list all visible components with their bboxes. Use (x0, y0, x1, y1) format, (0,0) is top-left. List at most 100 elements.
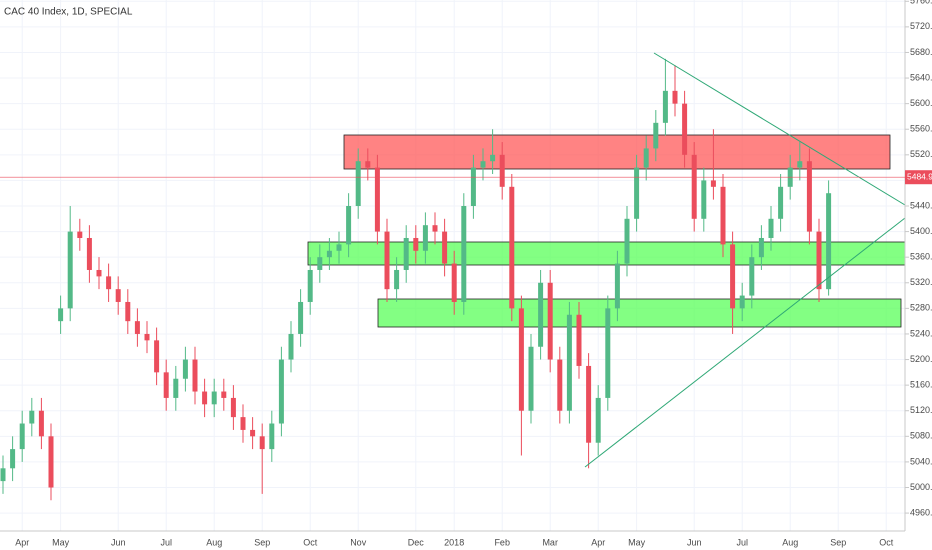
candle-body (701, 180, 707, 219)
candle-body (490, 154, 496, 162)
candle-body (682, 103, 688, 155)
x-tick-label: May (628, 537, 646, 547)
grid (0, 0, 905, 531)
candle-body (576, 314, 582, 366)
candle-body (38, 410, 44, 437)
candle-body (442, 231, 448, 264)
x-tick-label: Dec (408, 537, 425, 547)
candle-body (134, 321, 140, 334)
y-tick-label: 5640.00 (910, 72, 932, 82)
candle-body (0, 468, 6, 482)
x-tick-label: Aug (206, 537, 222, 547)
y-tick-label: 5200.00 (910, 354, 932, 364)
y-tick-label: 5720.00 (910, 21, 932, 31)
y-tick-label: 5040.00 (910, 456, 932, 466)
candle-body (586, 365, 592, 443)
candle-body (653, 122, 659, 149)
trend-line (653, 52, 906, 206)
candle-body (710, 180, 716, 187)
x-tick-label: Sep (830, 537, 846, 547)
candle-body (605, 308, 611, 398)
candle-body (77, 231, 83, 238)
candle-body (432, 225, 438, 232)
candle-body (202, 391, 208, 405)
candle-body (778, 186, 784, 219)
candle-body (144, 333, 150, 341)
candle-body (269, 423, 275, 450)
candle-body (739, 295, 745, 309)
x-tick-label: Jul (160, 537, 172, 547)
candle-body (566, 314, 572, 411)
x-tick-label: Jun (687, 537, 702, 547)
candle-body (691, 154, 697, 219)
candle-body (557, 359, 563, 411)
candle-body (192, 359, 198, 392)
candle-body (461, 206, 467, 302)
y-tick-label: 5280.00 (910, 303, 932, 313)
y-tick-label: 5560.00 (910, 124, 932, 134)
y-tick-label: 5600.00 (910, 98, 932, 108)
y-tick-label: 5400.00 (910, 226, 932, 236)
candle-body (518, 308, 524, 411)
candle-body (422, 225, 428, 251)
candle-body (365, 161, 371, 168)
candle-body (413, 237, 419, 251)
candle-body (163, 372, 169, 398)
candle-body (86, 237, 92, 270)
y-tick-label: 5760.00 (910, 0, 932, 6)
candle-body (298, 301, 304, 334)
candle-body (749, 257, 755, 296)
candle-body (278, 359, 284, 424)
y-tick-label: 5680.00 (910, 47, 932, 57)
candle-body (480, 161, 486, 168)
candle-body (154, 340, 160, 373)
candle-body (595, 397, 601, 443)
candle-body (336, 244, 342, 251)
candle-body (538, 282, 544, 347)
candle-body (730, 244, 736, 309)
support-zone (307, 241, 906, 266)
x-tick-label: Apr (15, 537, 29, 547)
candle-body (326, 250, 332, 258)
candle-body (509, 186, 515, 309)
candle-body (614, 263, 620, 309)
candle-body (355, 161, 361, 207)
candle-body (634, 167, 640, 219)
y-tick-label: 5000.00 (910, 482, 932, 492)
candle-body (624, 218, 630, 264)
last-price-box (905, 170, 932, 185)
candle-body (58, 308, 64, 322)
candle-body (10, 449, 16, 469)
candle-body (499, 154, 505, 187)
candle-body (221, 391, 227, 398)
candle-body (106, 276, 112, 290)
chart-title: CAC 40 Index, 1D, SPECIAL (4, 7, 133, 18)
candle-body (346, 206, 352, 245)
y-tick-label: 5360.00 (910, 252, 932, 262)
candle-body (384, 231, 390, 290)
x-tick-label: Jun (111, 537, 126, 547)
zones (307, 134, 906, 328)
x-tick-label: Mar (542, 537, 558, 547)
candle-body (403, 237, 409, 270)
candle-body (758, 237, 764, 258)
candle-body (528, 346, 534, 411)
candle-body (317, 257, 323, 270)
x-tick-label: Aug (782, 537, 798, 547)
x-tick-label: 2018 (444, 537, 464, 547)
candle-body (826, 193, 832, 290)
candle-body (182, 359, 188, 379)
trend-line (584, 217, 906, 468)
candle-body (48, 436, 54, 488)
x-tick-label: Apr (591, 537, 605, 547)
x-tick-label: Oct (303, 537, 318, 547)
candle-body (643, 148, 649, 168)
candle-body (768, 218, 774, 238)
candle-body (125, 301, 131, 322)
candle-body (672, 90, 678, 104)
y-tick-label: 5320.00 (910, 277, 932, 287)
candle-body (173, 378, 179, 398)
y-tick-label: 5520.00 (910, 149, 932, 159)
last-price-label: 5484.99 (907, 171, 932, 181)
